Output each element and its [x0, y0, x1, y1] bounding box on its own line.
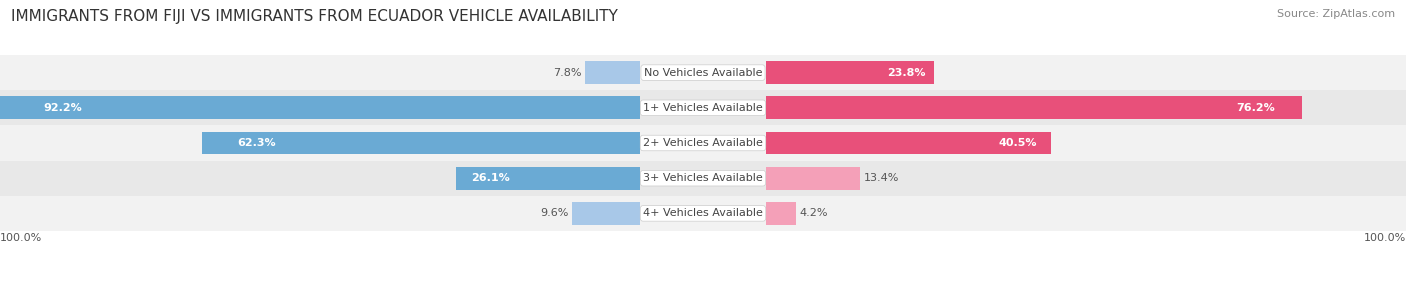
Text: Source: ZipAtlas.com: Source: ZipAtlas.com	[1277, 9, 1395, 19]
Text: 62.3%: 62.3%	[236, 138, 276, 148]
Bar	[0, 90, 1406, 125]
Text: 92.2%: 92.2%	[44, 103, 82, 113]
Text: 100.0%: 100.0%	[0, 233, 42, 243]
Bar	[0, 125, 1406, 161]
Bar	[766, 96, 1302, 119]
Text: 26.1%: 26.1%	[471, 173, 510, 183]
Text: 1+ Vehicles Available: 1+ Vehicles Available	[643, 103, 763, 113]
Text: 4+ Vehicles Available: 4+ Vehicles Available	[643, 208, 763, 219]
Bar	[766, 61, 934, 84]
Text: 2+ Vehicles Available: 2+ Vehicles Available	[643, 138, 763, 148]
Bar	[585, 61, 640, 84]
Bar	[456, 167, 640, 190]
Text: 23.8%: 23.8%	[887, 67, 925, 78]
Text: 100.0%: 100.0%	[1364, 233, 1406, 243]
Text: 4.2%: 4.2%	[799, 208, 828, 219]
Bar	[0, 196, 1406, 231]
Bar	[766, 202, 796, 225]
Bar	[0, 55, 1406, 90]
Bar	[766, 132, 1052, 154]
Bar	[202, 132, 640, 154]
Text: 40.5%: 40.5%	[998, 138, 1036, 148]
Text: 76.2%: 76.2%	[1236, 103, 1275, 113]
Text: 13.4%: 13.4%	[863, 173, 900, 183]
Bar	[0, 96, 640, 119]
Text: 7.8%: 7.8%	[553, 67, 582, 78]
Text: 3+ Vehicles Available: 3+ Vehicles Available	[643, 173, 763, 183]
Bar	[572, 202, 640, 225]
Text: 9.6%: 9.6%	[540, 208, 568, 219]
Bar	[0, 161, 1406, 196]
Text: No Vehicles Available: No Vehicles Available	[644, 67, 762, 78]
Bar	[766, 167, 860, 190]
Text: IMMIGRANTS FROM FIJI VS IMMIGRANTS FROM ECUADOR VEHICLE AVAILABILITY: IMMIGRANTS FROM FIJI VS IMMIGRANTS FROM …	[11, 9, 619, 23]
